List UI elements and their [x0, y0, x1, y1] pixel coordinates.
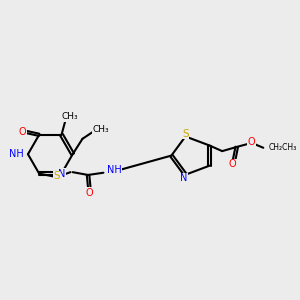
Text: NH: NH: [107, 166, 122, 176]
Text: CH₃: CH₃: [92, 124, 109, 134]
Text: S: S: [53, 171, 60, 182]
Text: O: O: [85, 188, 93, 198]
Text: N: N: [180, 173, 188, 183]
Text: O: O: [19, 127, 26, 137]
Text: CH₂CH₃: CH₂CH₃: [269, 143, 297, 152]
Text: N: N: [58, 169, 65, 178]
Text: NH: NH: [9, 149, 24, 159]
Text: O: O: [248, 136, 255, 147]
Text: S: S: [182, 129, 189, 139]
Text: CH₃: CH₃: [61, 112, 78, 121]
Text: O: O: [229, 159, 236, 169]
